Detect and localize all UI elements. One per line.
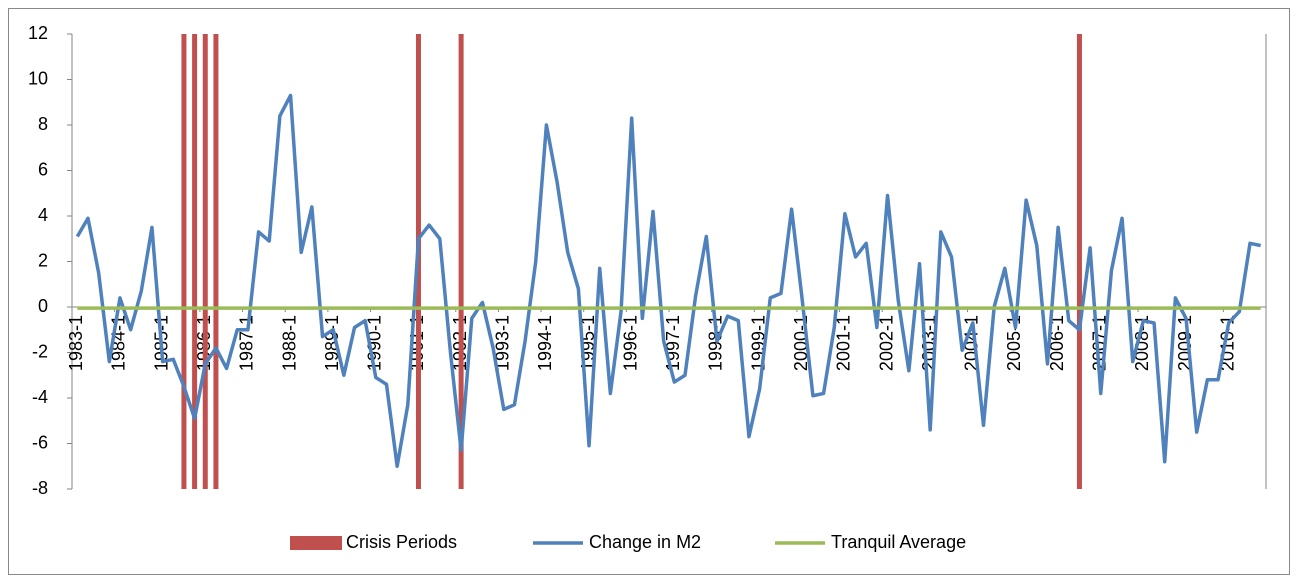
crisis-bar bbox=[181, 34, 187, 489]
legend-swatch bbox=[290, 536, 342, 550]
crisis-bar bbox=[458, 34, 464, 489]
x-tick-label: 1989-1 bbox=[322, 315, 342, 371]
y-tick-label: -8 bbox=[32, 478, 48, 498]
x-tick-label: 2005-1 bbox=[1004, 315, 1024, 371]
x-tick-label: 1994-1 bbox=[535, 315, 555, 371]
x-tick-label: 2002-1 bbox=[876, 315, 896, 371]
y-tick-label: 8 bbox=[38, 114, 48, 134]
x-tick-label: 2001-1 bbox=[834, 315, 854, 371]
crisis-bar bbox=[202, 34, 208, 489]
y-tick-label: -4 bbox=[32, 387, 48, 407]
x-tick-label: 1996-1 bbox=[620, 315, 640, 371]
x-tick-label: 1988-1 bbox=[279, 315, 299, 371]
y-tick-label: 4 bbox=[38, 205, 48, 225]
y-tick-label: 0 bbox=[38, 296, 48, 316]
chart-border bbox=[8, 8, 1290, 575]
y-tick-label: 6 bbox=[38, 159, 48, 179]
x-tick-label: 2008-1 bbox=[1132, 315, 1152, 371]
legend-label: Crisis Periods bbox=[346, 532, 457, 552]
y-tick-label: 12 bbox=[28, 23, 48, 43]
y-tick-label: 2 bbox=[38, 250, 48, 270]
series-line bbox=[75, 93, 1262, 468]
y-tick-label: -2 bbox=[32, 341, 48, 361]
x-tick-label: 1990-1 bbox=[365, 315, 385, 371]
x-tick-label: 1997-1 bbox=[663, 315, 683, 371]
y-tick-label: -6 bbox=[32, 432, 48, 452]
crisis-bar bbox=[1076, 34, 1082, 489]
crisis-bar bbox=[192, 34, 198, 489]
crisis-bar bbox=[213, 34, 219, 489]
legend-label: Change in M2 bbox=[589, 532, 701, 552]
x-tick-label: 1983-1 bbox=[66, 315, 86, 371]
y-tick-label: 10 bbox=[28, 68, 48, 88]
legend-label: Tranquil Average bbox=[831, 532, 966, 552]
x-tick-label: 1993-1 bbox=[493, 315, 513, 371]
x-tick-label: 1987-1 bbox=[237, 315, 257, 371]
